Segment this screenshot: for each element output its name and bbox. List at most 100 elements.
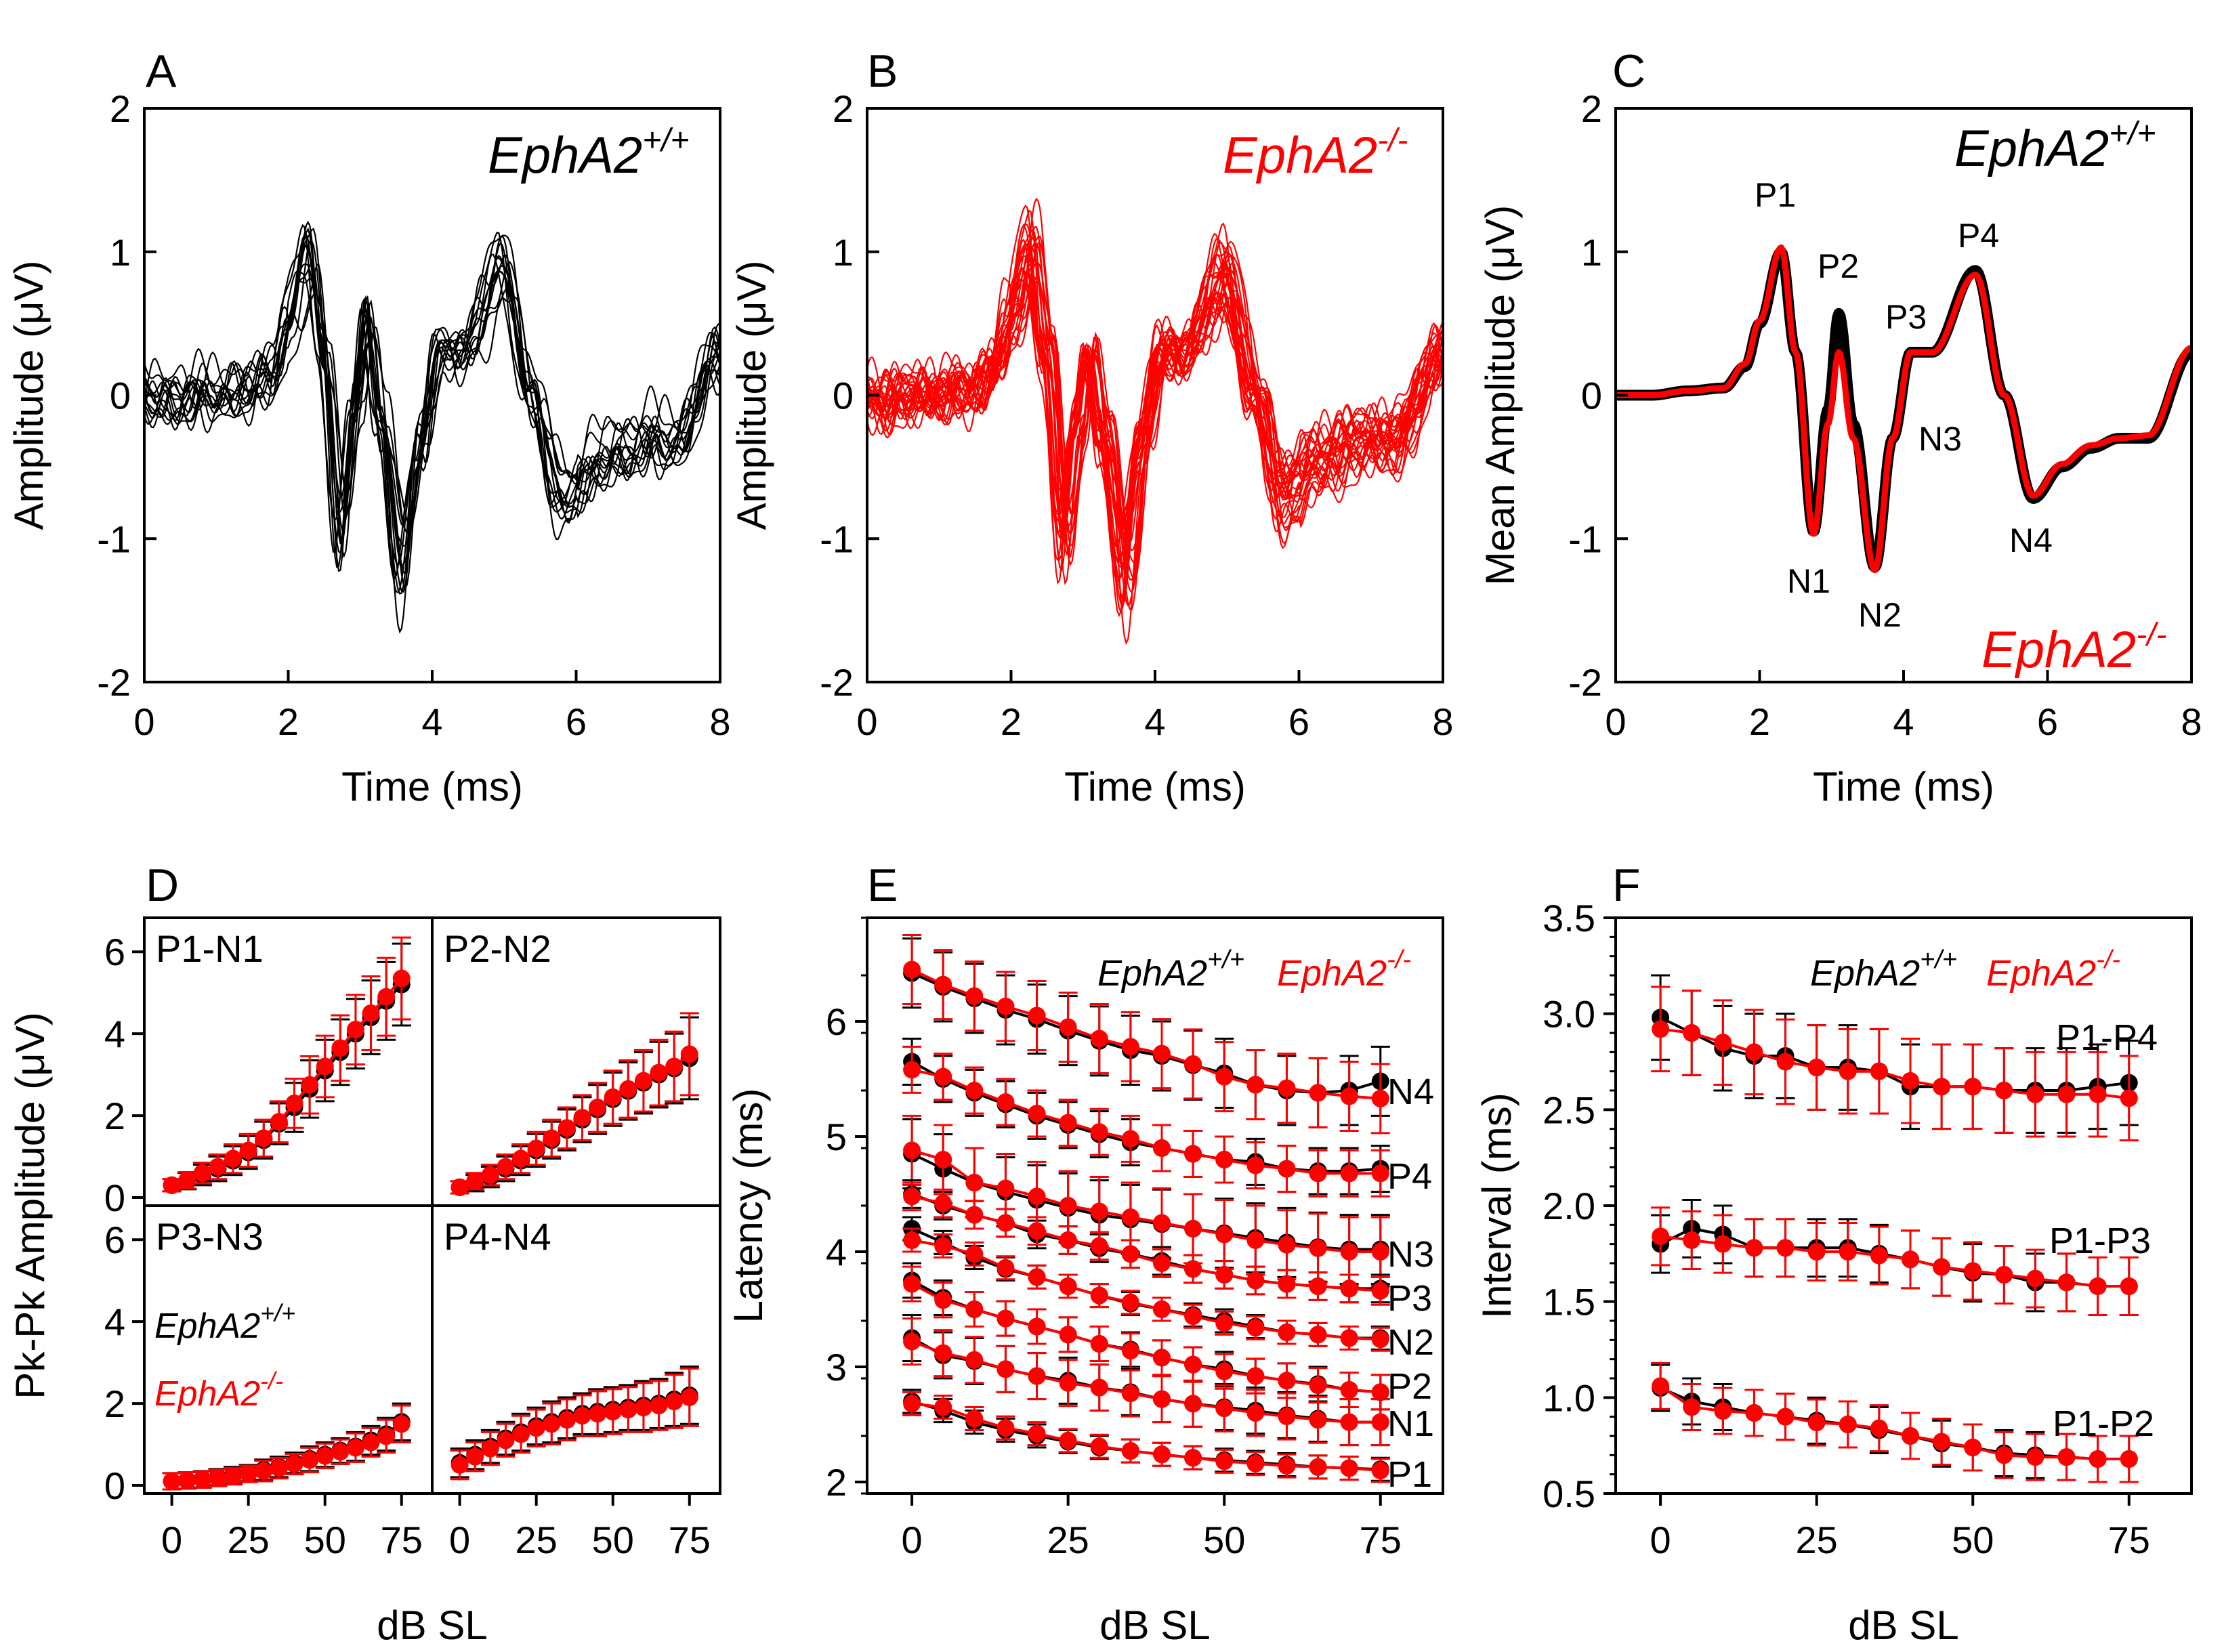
data-point bbox=[965, 1206, 984, 1224]
data-point bbox=[1714, 1402, 1732, 1420]
series-line bbox=[1660, 1028, 2130, 1100]
data-point bbox=[1246, 1076, 1265, 1094]
x-tick-label: 2 bbox=[278, 700, 299, 743]
series-label: N1 bbox=[1387, 1403, 1434, 1444]
data-point bbox=[1059, 1374, 1077, 1392]
data-point bbox=[1776, 1239, 1795, 1257]
data-point bbox=[512, 1149, 530, 1168]
data-point bbox=[634, 1399, 652, 1417]
data-point bbox=[1278, 1275, 1296, 1293]
data-point bbox=[1121, 1342, 1139, 1360]
data-point bbox=[1340, 1243, 1358, 1261]
data-point bbox=[209, 1158, 227, 1176]
data-point bbox=[1371, 1282, 1389, 1300]
series-line bbox=[911, 1282, 1381, 1394]
individual-trace bbox=[144, 227, 721, 634]
series-label: N3 bbox=[1387, 1234, 1434, 1275]
data-point bbox=[1028, 1367, 1046, 1385]
data-point bbox=[1933, 1078, 1951, 1096]
data-point bbox=[392, 1415, 411, 1433]
data-point bbox=[1964, 1262, 1982, 1280]
series-line bbox=[911, 1195, 1381, 1292]
data-point bbox=[1995, 1266, 2013, 1284]
data-point bbox=[1933, 1433, 1951, 1451]
data-point bbox=[1839, 1416, 1857, 1433]
x-tick-label: 25 bbox=[1047, 1519, 1089, 1561]
data-point bbox=[619, 1080, 637, 1098]
series-label: N2 bbox=[1387, 1322, 1434, 1363]
y-tick-label: -1 bbox=[820, 517, 854, 560]
panel-e-letter: E bbox=[867, 860, 898, 911]
peak-label-p2: P2 bbox=[1818, 247, 1859, 285]
panel-d-genotype-wt: EphA2+/+ bbox=[154, 1299, 295, 1346]
individual-trace bbox=[144, 245, 721, 593]
data-point bbox=[1683, 1231, 1701, 1249]
data-point bbox=[1153, 1214, 1171, 1232]
data-point bbox=[903, 1061, 921, 1079]
x-tick-label: 4 bbox=[1893, 700, 1914, 743]
data-point bbox=[1153, 1445, 1171, 1464]
data-point bbox=[346, 1021, 364, 1039]
y-tick-label: 3 bbox=[826, 1346, 847, 1389]
x-axis-title: dB SL bbox=[377, 1603, 487, 1648]
data-point bbox=[903, 1395, 921, 1413]
individual-trace bbox=[144, 228, 721, 590]
data-point bbox=[1215, 1314, 1234, 1332]
series-line bbox=[911, 1239, 1381, 1341]
x-tick-label: 6 bbox=[2037, 700, 2058, 743]
data-point bbox=[1745, 1043, 1763, 1061]
panel-c-letter: C bbox=[1612, 45, 1645, 97]
data-point bbox=[1745, 1239, 1763, 1257]
data-point bbox=[1340, 1164, 1358, 1183]
series-label: P1-P4 bbox=[2056, 1017, 2158, 1058]
data-point bbox=[163, 1176, 181, 1194]
y-axis-title: Pk-Pk Amplitude (μV) bbox=[7, 1012, 53, 1399]
panel-f-genotype-ko: EphA2-/- bbox=[1986, 946, 2120, 994]
data-point bbox=[1028, 1105, 1046, 1122]
subplot-label-p1n1: P1-N1 bbox=[156, 927, 264, 970]
data-point bbox=[1745, 1404, 1763, 1422]
panel-d: D P1-N1 P2-N2 P3-N3 P4-N4 EphA2+/+ EphA2… bbox=[143, 860, 721, 1495]
data-point bbox=[965, 1082, 984, 1099]
data-point bbox=[239, 1465, 257, 1483]
data-point bbox=[1340, 1087, 1358, 1105]
data-point bbox=[1371, 1164, 1389, 1183]
data-point bbox=[209, 1469, 227, 1487]
data-point bbox=[450, 1178, 469, 1196]
data-point bbox=[558, 1411, 576, 1429]
series-line bbox=[911, 968, 1381, 1100]
data-point bbox=[2120, 1450, 2138, 1468]
data-point bbox=[1340, 1381, 1358, 1399]
data-point bbox=[903, 960, 921, 979]
data-point bbox=[1153, 1254, 1171, 1272]
data-point bbox=[2089, 1450, 2107, 1468]
data-point bbox=[1278, 1457, 1296, 1475]
data-point bbox=[1121, 1384, 1139, 1403]
data-point bbox=[934, 1194, 952, 1212]
individual-trace bbox=[866, 266, 1444, 569]
data-point bbox=[665, 1393, 684, 1411]
data-point bbox=[331, 1443, 350, 1461]
data-point bbox=[1309, 1164, 1327, 1183]
data-point bbox=[1807, 1059, 1826, 1076]
data-point bbox=[680, 1389, 698, 1407]
data-point bbox=[466, 1447, 484, 1466]
data-point bbox=[1278, 1323, 1296, 1341]
data-point bbox=[996, 1179, 1015, 1198]
data-point bbox=[965, 1351, 984, 1369]
y-tick-label: 2.0 bbox=[1543, 1185, 1595, 1227]
data-point bbox=[1184, 1307, 1202, 1326]
y-tick-label: -1 bbox=[1568, 517, 1602, 560]
panel-b-letter: B bbox=[867, 45, 898, 97]
y-tick-label: 0 bbox=[104, 1177, 125, 1219]
data-point bbox=[2057, 1085, 2076, 1103]
data-point bbox=[2057, 1273, 2076, 1292]
data-point bbox=[239, 1141, 257, 1160]
data-point bbox=[1902, 1427, 1919, 1445]
data-point bbox=[1371, 1413, 1389, 1431]
x-axis-title: dB SL bbox=[1848, 1603, 1958, 1648]
data-point bbox=[1059, 1114, 1077, 1132]
series-line bbox=[1659, 1384, 2129, 1460]
data-point bbox=[903, 1231, 921, 1249]
data-point bbox=[1184, 1395, 1202, 1413]
